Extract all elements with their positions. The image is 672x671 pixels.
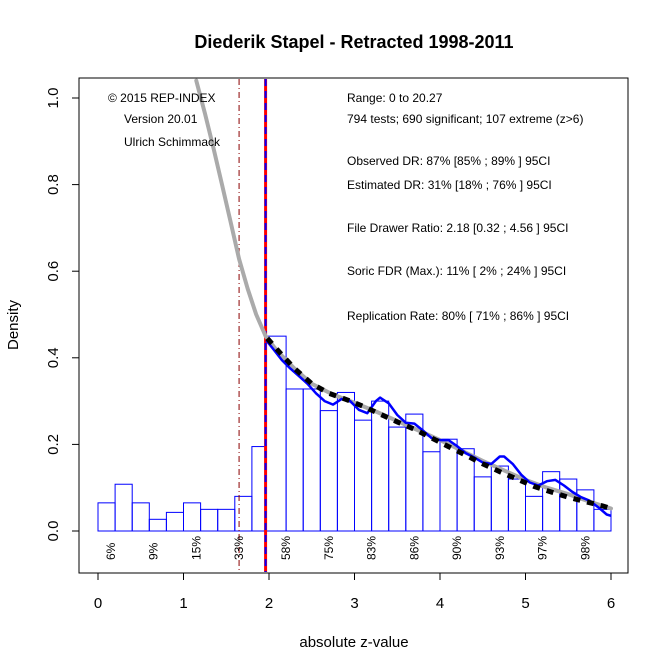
y-tick-label: 1.0 [45,88,62,109]
threshold-lines [238,79,268,572]
power-label: 83% [365,536,379,560]
y-tick-label: 0.4 [45,347,62,368]
histogram-bar-sig [490,465,509,532]
histogram-bar-sig [302,388,321,532]
power-label: 58% [279,536,293,560]
power-label: 6% [104,542,118,560]
fitted-curve-line [265,336,612,511]
power-label: 90% [450,536,464,560]
y-tick-label: 0.6 [45,261,62,282]
histogram-bar-sig [525,495,544,532]
density-curves [194,78,613,517]
histogram-bar-nonsig [131,502,150,532]
power-labels: 6% 9% 15% 33% 58% 75% 83% 86% 90% 93% 97% 98% [104,536,593,560]
power-label: 33% [232,536,246,560]
x-tick-label: 6 [607,595,615,612]
histogram-bar-sig [388,426,407,532]
histogram-bar-nonsig [200,508,219,532]
x-tick-label: 4 [436,595,444,612]
chart-title: Diederik Stapel - Retracted 1998-2011 [194,32,513,52]
info-annotations: © 2015 REP-INDEX Version 20.01 Ulrich Schi… [108,91,583,323]
histogram-bar-sig [439,438,458,532]
x-tick-label: 2 [265,595,273,612]
annotation-right: Replication Rate: 80% [ 71% ; 86% ] 95CI [347,309,569,323]
power-label: 15% [189,536,203,560]
histogram-bar-sig [285,388,304,532]
histogram-bar-nonsig [234,495,253,532]
annotation-right: Range: 0 to 20.27 [347,91,443,105]
histogram-bar-nonsig [183,502,202,532]
histogram-bar-sig [473,476,492,532]
x-tick-label: 0 [94,595,102,612]
y-axis-label: Density [5,299,22,350]
histogram-bar-nonsig [251,446,267,532]
annotation-right: Observed DR: 87% [85% ; 89% ] 95CI [347,154,550,168]
annotation-right: 794 tests; 690 significant; 107 extreme … [347,112,583,126]
histogram-bar-sig [354,419,373,532]
zcurve-gray-line [194,78,613,511]
power-label: 75% [322,536,336,560]
power-label: 97% [536,536,550,560]
annotation-right: Soric FDR (Max.): 11% [ 2% ; 24% ] 95CI [347,264,566,278]
x-axis: 0 1 2 3 4 5 6 [94,572,615,612]
annotation-left: Version 20.01 [124,112,198,126]
x-tick-label: 5 [521,595,529,612]
histogram-bar-sig [319,410,338,532]
histogram-bar-sig [336,391,355,532]
power-label: 98% [578,536,592,560]
histogram-bar-sig [559,478,578,532]
x-tick-label: 3 [350,595,358,612]
histogram-bar-sig [456,448,475,532]
y-tick-label: 0.2 [45,434,62,455]
x-axis-label: absolute z-value [299,634,408,651]
annotation-left: Ulrich Schimmack [124,135,221,149]
histogram-bar-sig [593,508,612,532]
histogram-bar-sig [265,335,287,532]
y-tick-label: 0.8 [45,174,62,195]
power-label: 9% [147,542,161,560]
y-tick-label: 0.0 [45,521,62,542]
y-axis: 0.0 0.2 0.4 0.6 0.8 1.0 [45,88,80,542]
histogram-bar-nonsig [97,502,116,532]
power-label: 93% [493,536,507,560]
plot-frame [78,77,629,574]
x-tick-label: 1 [179,595,187,612]
annotation-right: File Drawer Ratio: 2.18 [0.32 ; 4.56 ] 9… [347,221,568,235]
kernel-density-line [265,339,612,517]
histogram-bar-nonsig [148,518,167,532]
histogram-bar-nonsig [165,511,184,532]
histogram-bar-nonsig [114,483,133,532]
histogram-bar-sig [371,400,390,532]
histogram-bar-sig [422,451,441,532]
power-label: 86% [407,536,421,560]
histogram-bar-nonsig [217,508,236,532]
histogram-bars [97,335,612,532]
annotation-left: © 2015 REP-INDEX [108,91,216,105]
histogram-bar-sig [507,478,526,532]
annotation-right: Estimated DR: 31% [18% ; 76% ] 95CI [347,178,552,192]
